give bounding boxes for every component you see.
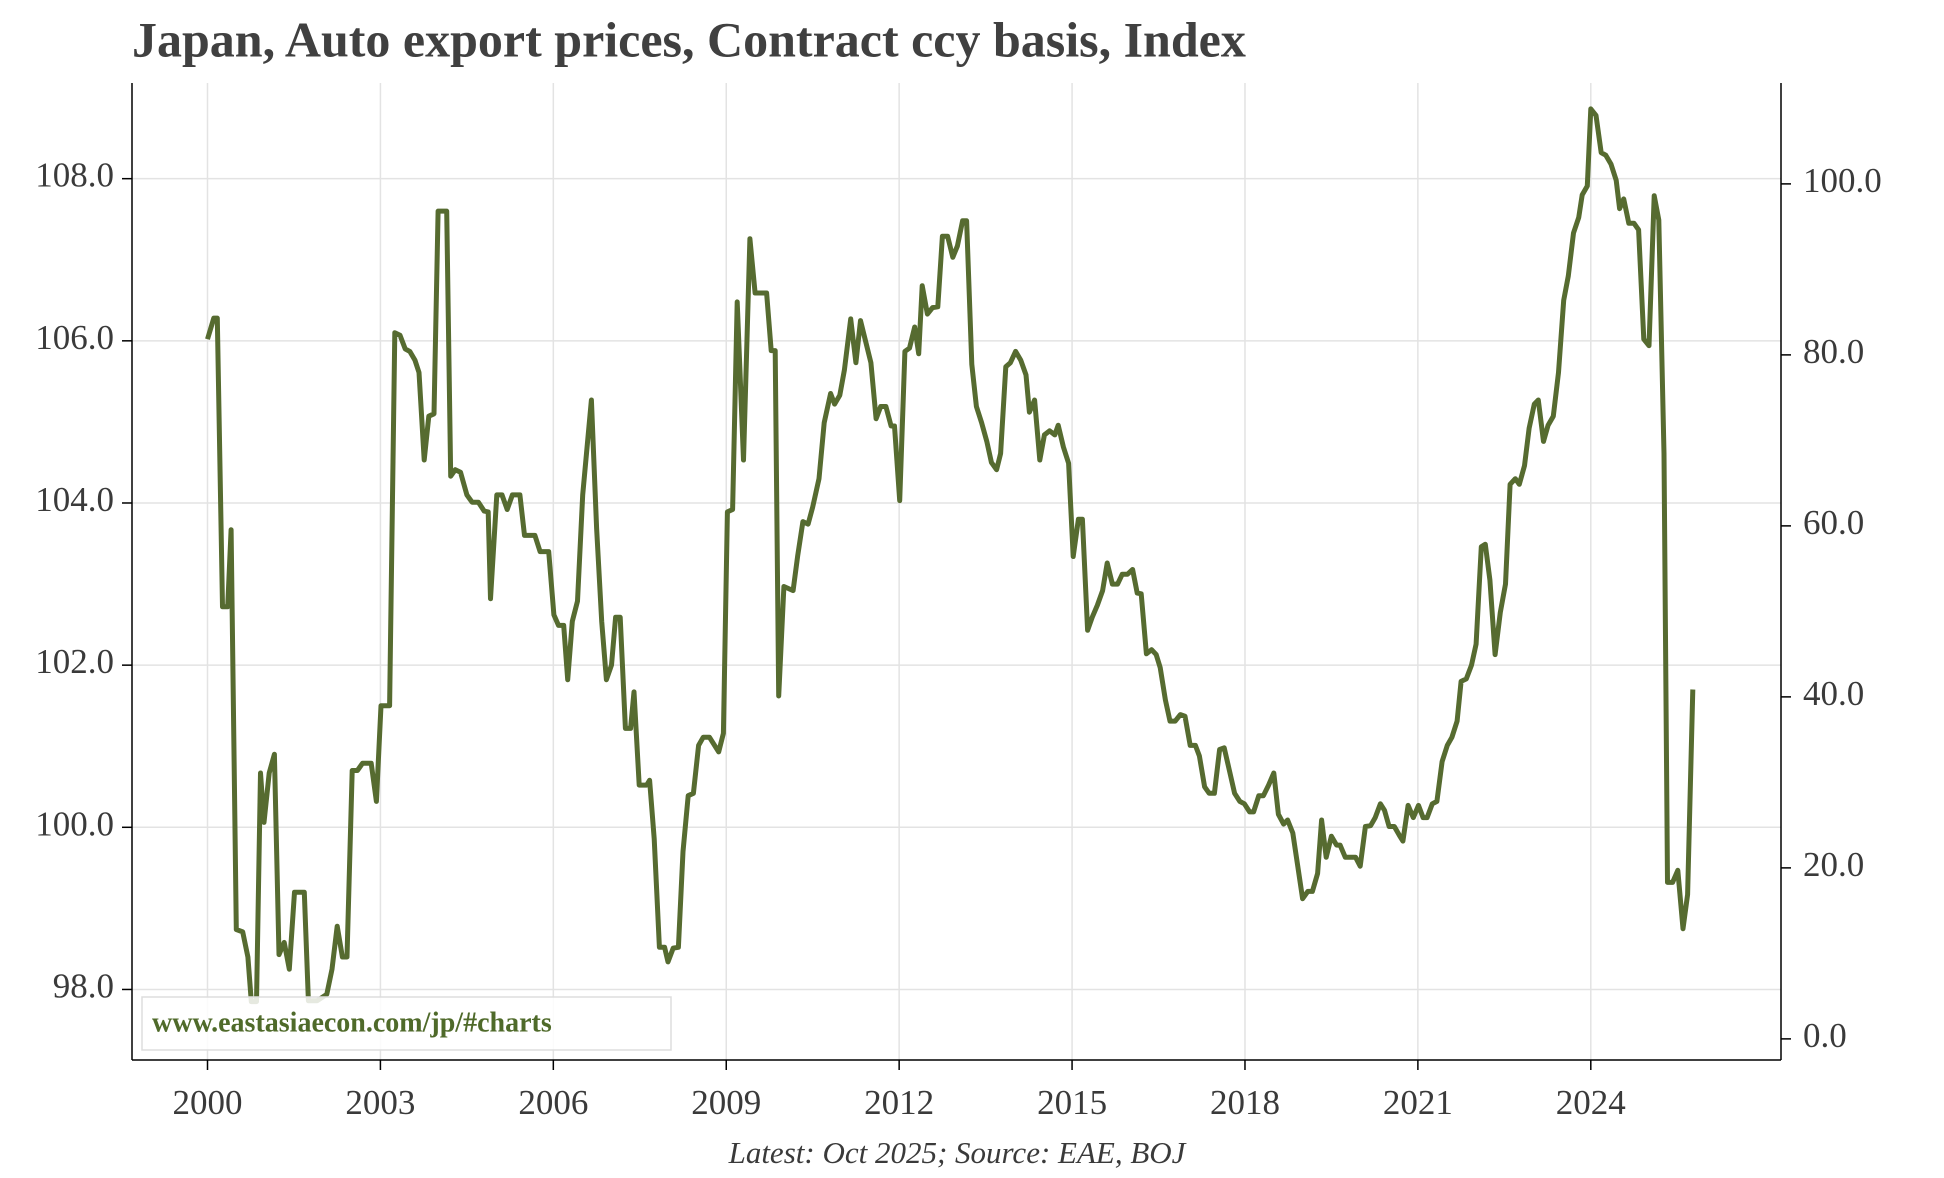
x-tick-label: 2006 (518, 1083, 588, 1122)
x-tick-label: 2024 (1556, 1083, 1626, 1122)
y2-tick-label: 100.0 (1803, 161, 1882, 200)
x-tick-label: 2000 (173, 1083, 243, 1122)
x-tick-label: 2015 (1037, 1083, 1107, 1122)
watermark: www.eastasiaecon.com/jp/#charts (152, 1007, 552, 1038)
y-tick-label: 100.0 (35, 804, 114, 843)
source-note: Latest: Oct 2025; Source: EAE, BOJ (728, 1135, 1187, 1170)
y-tick-label: 104.0 (35, 480, 114, 519)
y-tick-label: 98.0 (53, 966, 114, 1005)
y-tick-label: 106.0 (35, 318, 114, 357)
x-tick-label: 2003 (345, 1083, 415, 1122)
chart-title: Japan, Auto export prices, Contract ccy … (132, 11, 1246, 67)
x-tick-label: 2021 (1383, 1083, 1453, 1122)
y2-tick-label: 40.0 (1803, 674, 1864, 713)
x-tick-label: 2009 (691, 1083, 761, 1122)
y2-tick-label: 0.0 (1803, 1016, 1847, 1055)
data-line (205, 106, 1696, 1005)
x-tick-label: 2018 (1210, 1083, 1280, 1122)
y2-tick-label: 80.0 (1803, 332, 1864, 371)
y-tick-label: 102.0 (35, 642, 114, 681)
x-tick-label: 2012 (864, 1083, 934, 1122)
y2-tick-label: 20.0 (1803, 845, 1864, 884)
watermark-box (141, 996, 672, 1051)
y2-tick-label: 60.0 (1803, 503, 1864, 542)
y-tick-label: 108.0 (35, 156, 114, 195)
